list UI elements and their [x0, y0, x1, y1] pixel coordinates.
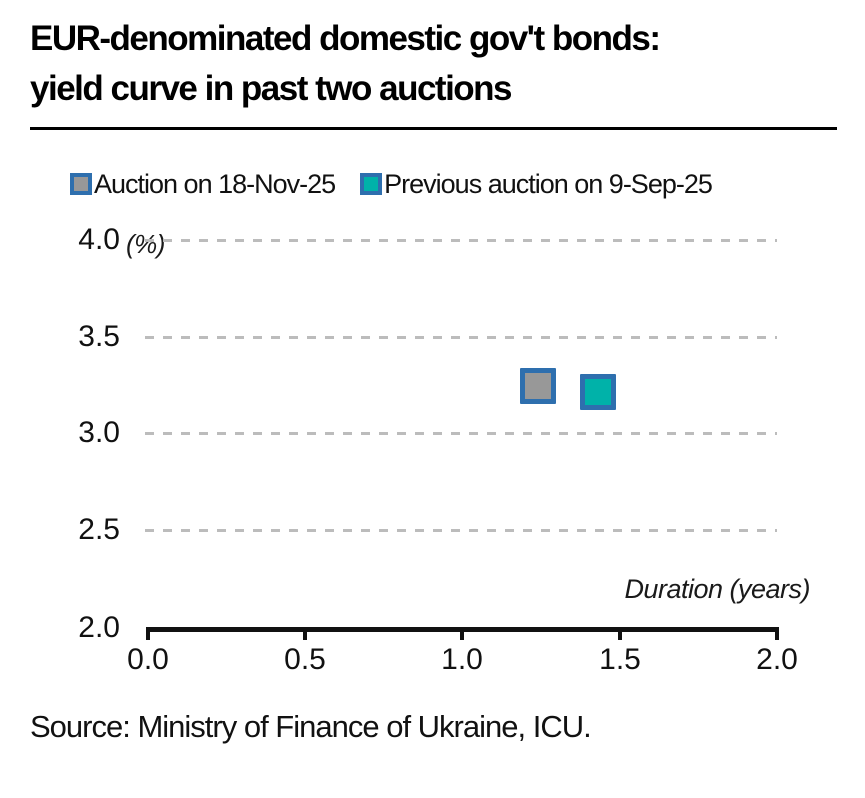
y-tick-label: 2.0 — [78, 611, 120, 644]
y-axis-unit-label: (%) — [126, 229, 165, 259]
teal-square-marker-icon — [360, 173, 383, 195]
y-tick-label: 3.5 — [78, 320, 120, 353]
legend-label-previous-auction: Previous auction on 9-Sep-25 — [384, 168, 713, 199]
gridline-3.5 — [145, 336, 777, 339]
chart-title-line-1: EUR-denominated domestic gov't bonds: — [30, 19, 661, 58]
source-note: Source: Ministry of Finance of Ukraine, … — [30, 709, 592, 744]
x-tick-label: 2.0 — [756, 643, 798, 676]
y-tick-label: 3.0 — [78, 416, 120, 449]
chart-title: EUR-denominated domestic gov't bonds: yi… — [30, 14, 661, 114]
gridline-2.5 — [145, 529, 777, 532]
x-axis-tick — [618, 627, 622, 640]
x-tick-label: 1.0 — [441, 643, 483, 676]
y-tick-label: 4.0 — [78, 223, 120, 256]
x-axis-tick — [460, 627, 464, 640]
x-axis-tick — [775, 627, 779, 640]
gridline-3.0 — [145, 432, 777, 435]
x-tick-label: 0.0 — [127, 643, 169, 676]
gridline-4.0 — [145, 239, 777, 242]
legend-item-previous-auction: Previous auction on 9-Sep-25 — [360, 168, 713, 200]
y-tick-label: 2.5 — [78, 513, 120, 546]
x-axis-title: Duration (years) — [624, 574, 810, 604]
title-divider — [30, 127, 837, 130]
x-axis-tick — [146, 627, 150, 640]
x-tick-label: 0.5 — [284, 643, 326, 676]
data-point-previous-auction — [579, 374, 616, 411]
chart-title-line-2: yield curve in past two auctions — [30, 69, 513, 108]
x-tick-label: 1.5 — [599, 643, 641, 676]
legend-item-current-auction: Auction on 18-Nov-25 — [70, 168, 336, 200]
gray-square-marker-icon — [70, 173, 92, 195]
x-axis-tick — [303, 627, 307, 640]
legend-label-current-auction: Auction on 18-Nov-25 — [94, 168, 336, 199]
data-point-current-auction — [519, 368, 556, 405]
chart-legend: Auction on 18-Nov-25 Previous auction on… — [70, 168, 713, 200]
